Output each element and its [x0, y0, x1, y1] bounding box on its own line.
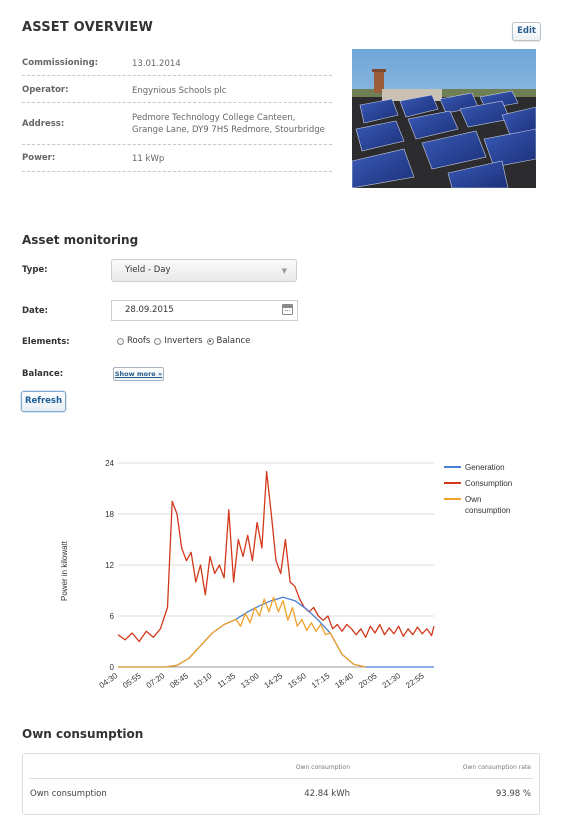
column-header-own-consumption-rate: Own consumption rate	[462, 764, 531, 771]
legend-label-own-consumption: Own	[465, 495, 481, 504]
series-line-own-consumption	[118, 596, 366, 668]
radio-balance-button[interactable]	[206, 337, 214, 345]
radio-roofs-label: Roofs	[127, 336, 151, 346]
y-tick-label: 24	[105, 459, 114, 468]
legend-label-consumption: Consumption	[465, 479, 512, 488]
address-value-line1: Pedmore Technology College Canteen,	[132, 113, 296, 123]
commissioning-label: Commissioning:	[22, 58, 99, 68]
y-tick-label: 6	[110, 612, 115, 621]
type-select-value: Yield - Day	[125, 265, 171, 275]
edit-button[interactable]: Edit	[512, 22, 541, 41]
operator-row: Operator: Engynious Schools plc	[22, 84, 332, 103]
date-label: Date:	[22, 306, 49, 316]
page-title: ASSET OVERVIEW	[22, 20, 154, 35]
x-tick-label: 17:15	[310, 671, 332, 690]
own-consumption-table: Own consumption Own consumption rate Own…	[22, 753, 540, 815]
radio-inverters[interactable]: Inverters	[154, 336, 203, 346]
series-line-consumption	[117, 470, 435, 643]
calendar-icon[interactable]	[282, 304, 293, 315]
show-more-button[interactable]: Show more »	[113, 367, 164, 381]
x-tick-label: 07:20	[145, 671, 167, 690]
x-tick-label: 18:40	[333, 671, 355, 690]
x-tick-label: 22:55	[404, 671, 426, 690]
radio-roofs[interactable]: Roofs	[117, 336, 150, 346]
own-consumption-title: Own consumption	[22, 727, 144, 741]
refresh-button[interactable]: Refresh	[21, 391, 66, 412]
monitoring-title: Asset monitoring	[22, 233, 139, 247]
table-divider	[29, 778, 533, 779]
column-header-own-consumption: Own consumption	[295, 764, 350, 771]
date-value: 28.09.2015	[125, 305, 174, 315]
x-tick-label: 15:50	[286, 671, 308, 690]
legend-label-generation: Generation	[465, 463, 505, 472]
own-consumption-value: 42.84 kWh	[304, 789, 350, 799]
power-label: Power:	[22, 153, 56, 163]
operator-label: Operator:	[22, 85, 69, 95]
y-axis-label: Power in kilowatt	[60, 540, 69, 601]
y-tick-label: 18	[105, 510, 114, 519]
asset-photo	[352, 49, 536, 188]
balance-label: Balance:	[22, 369, 64, 379]
address-label: Address:	[22, 119, 65, 129]
radio-inverters-label: Inverters	[164, 336, 203, 346]
operator-value: Engynious Schools plc	[132, 86, 227, 96]
type-label: Type:	[22, 265, 48, 275]
x-tick-label: 14:25	[263, 671, 285, 690]
chevron-down-icon: ▼	[281, 267, 287, 275]
type-select[interactable]: Yield - Day ▼	[111, 259, 297, 282]
power-row: Power: 11 kWp	[22, 151, 332, 172]
address-row: Address: Pedmore Technology College Cant…	[22, 108, 332, 145]
date-input[interactable]: 28.09.2015	[111, 300, 298, 321]
address-value-line2: Grange Lane, DY9 7HS Redmore, Stourbridg…	[132, 125, 325, 135]
x-tick-label: 08:45	[168, 671, 190, 690]
radio-balance[interactable]: Balance	[206, 336, 251, 346]
commissioning-value: 13.01.2014	[132, 59, 181, 69]
row-label: Own consumption	[30, 789, 107, 799]
x-tick-label: 11:35	[216, 671, 238, 690]
radio-roofs-button[interactable]	[117, 337, 124, 345]
x-tick-label: 20:05	[357, 671, 379, 690]
x-tick-label: 10:10	[192, 671, 214, 690]
elements-label: Elements:	[22, 337, 70, 347]
x-tick-label: 05:55	[121, 671, 143, 690]
radio-inverters-button[interactable]	[154, 337, 162, 345]
legend-label-own-consumption: consumption	[465, 506, 510, 515]
own-consumption-rate-value: 93.98 %	[495, 789, 531, 799]
elements-radio-group: Roofs Inverters Balance	[117, 336, 254, 346]
x-tick-label: 21:30	[381, 671, 403, 690]
x-tick-label: 04:30	[98, 671, 120, 690]
y-tick-label: 0	[110, 663, 115, 672]
y-tick-label: 12	[105, 561, 114, 570]
radio-balance-label: Balance	[216, 336, 251, 346]
commissioning-row: Commissioning: 13.01.2014	[22, 57, 332, 76]
power-value: 11 kWp	[132, 154, 165, 164]
x-tick-label: 13:00	[239, 671, 261, 690]
